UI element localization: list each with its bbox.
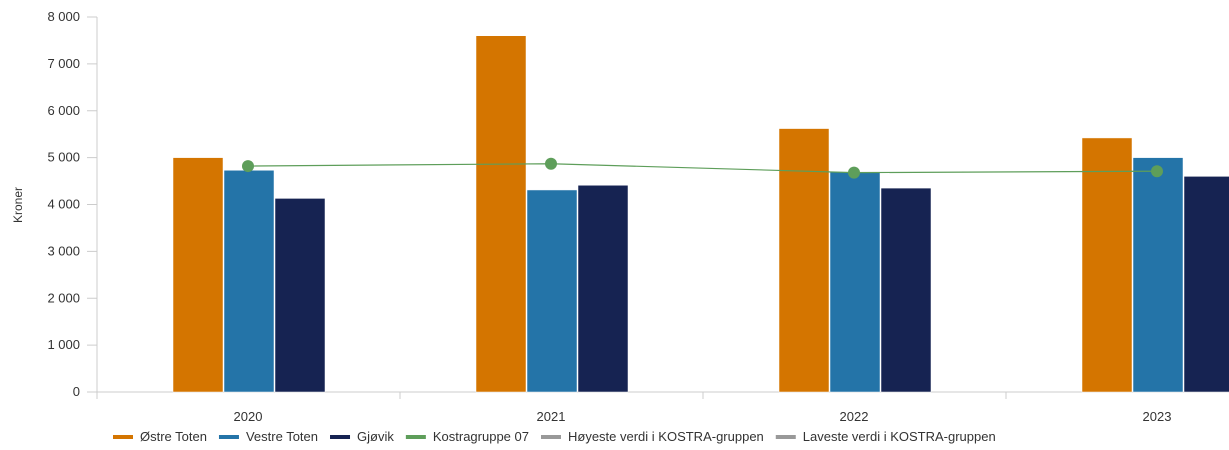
legend-item--stre-toten[interactable]: Østre Toten <box>113 429 207 444</box>
bar-gj-vik-2023[interactable] <box>1183 176 1229 393</box>
point-kostragruppe-2020[interactable] <box>242 160 254 173</box>
point-kostragruppe-2022[interactable] <box>848 166 860 179</box>
legend-label: Østre Toten <box>140 429 207 444</box>
x-tick-label: 2021 <box>537 409 566 424</box>
y-axis: 0 1 000 2 000 3 000 4 000 5 000 6 000 7 000 8 00… <box>47 9 98 399</box>
bar-gj-vik-2022[interactable] <box>880 187 932 393</box>
y-tick-label: 4 000 <box>47 197 80 212</box>
point-kostragruppe-2023[interactable] <box>1151 165 1163 178</box>
x-tick-label: 2022 <box>840 409 869 424</box>
bar-vestre-toten-2022[interactable] <box>829 171 881 393</box>
point-kostragruppe-2021[interactable] <box>545 157 557 170</box>
bar--stre-toten-2020[interactable] <box>172 157 224 393</box>
bar-series <box>172 35 1229 393</box>
x-tick-label: 2020 <box>234 409 263 424</box>
legend-label: Gjøvik <box>357 429 394 444</box>
bar--stre-toten-2023[interactable] <box>1081 137 1133 393</box>
line-series <box>242 157 1163 179</box>
bar-gj-vik-2021[interactable] <box>577 185 629 393</box>
y-tick-label: 1 000 <box>47 337 80 352</box>
legend: Østre Toten Vestre Toten Gjøvik Kostragrupp… <box>113 429 996 444</box>
bar-vestre-toten-2021[interactable] <box>526 189 578 393</box>
legend-item-h-yeste-verdi-i-kostra-gruppen[interactable]: Høyeste verdi i KOSTRA-gruppen <box>540 429 764 444</box>
y-tick-label: 3 000 <box>47 243 80 258</box>
y-tick-label: 2 000 <box>47 290 80 305</box>
y-tick-label: 6 000 <box>47 103 80 118</box>
legend-label: Høyeste verdi i KOSTRA-gruppen <box>568 429 764 444</box>
y-axis-title: Kroner <box>11 187 25 223</box>
bar--stre-toten-2022[interactable] <box>778 128 830 393</box>
y-tick-label: 5 000 <box>47 150 80 165</box>
legend-label: Laveste verdi i KOSTRA-gruppen <box>803 429 996 444</box>
legend-label: Kostragruppe 07 <box>433 429 529 444</box>
bar-gj-vik-2020[interactable] <box>274 198 326 393</box>
line-kostragruppe <box>247 163 1158 174</box>
y-tick-label: 0 <box>73 384 80 399</box>
y-tick-label: 8 000 <box>47 9 80 24</box>
legend-item-gj-vik[interactable]: Gjøvik <box>330 429 394 444</box>
legend-item-laveste-verdi-i-kostra-gruppen[interactable]: Laveste verdi i KOSTRA-gruppen <box>775 429 996 444</box>
x-axis: 2020 2021 2022 2023 <box>96 391 1229 424</box>
bar--stre-toten-2021[interactable] <box>475 35 527 393</box>
legend-item-vestre-toten[interactable]: Vestre Toten <box>218 429 318 444</box>
x-tick-label: 2023 <box>1143 409 1172 424</box>
legend-label: Vestre Toten <box>246 429 318 444</box>
legend-item-kostragruppe-07[interactable]: Kostragruppe 07 <box>405 429 529 444</box>
y-tick-label: 7 000 <box>47 56 80 71</box>
bar-vestre-toten-2023[interactable] <box>1132 157 1184 393</box>
bar-vestre-toten-2020[interactable] <box>223 170 275 393</box>
